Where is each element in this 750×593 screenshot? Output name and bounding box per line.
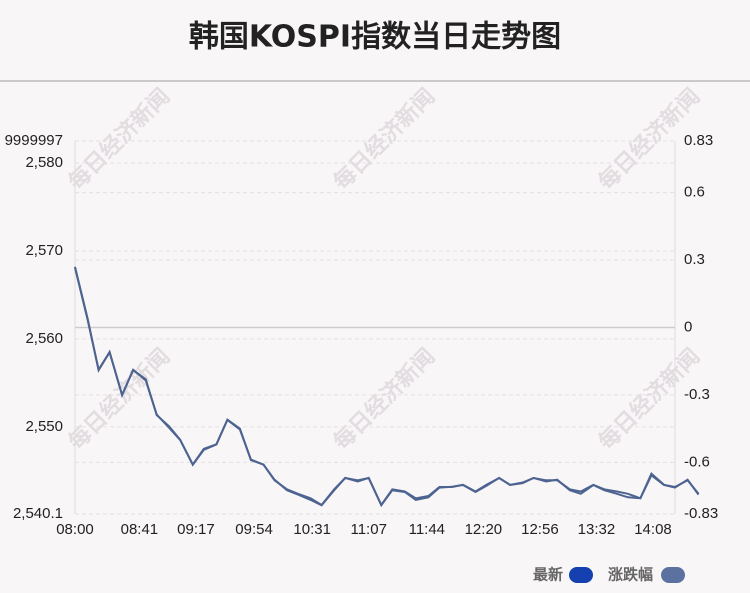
- x-tick-label: 09:17: [177, 521, 215, 538]
- legend-swatch: [661, 567, 685, 583]
- legend-label: 涨跌幅: [608, 566, 653, 584]
- chart-title: 韩国KOSPI指数当日走势图: [189, 20, 561, 55]
- y2-tick-label: 0.83: [684, 132, 713, 149]
- y2-tick-label: 0.6: [684, 184, 705, 201]
- y2-tick-label: -0.83: [684, 505, 718, 522]
- x-tick-label: 12:20: [465, 521, 503, 538]
- x-tick-label: 11:07: [350, 521, 386, 538]
- watermark: 每日经济新闻: [328, 343, 440, 455]
- x-tick-label: 12:56: [521, 521, 559, 538]
- x-tick-label: 09:54: [235, 521, 273, 538]
- legend-label: 最新: [533, 566, 563, 584]
- y-tick-label: 2,570: [25, 242, 63, 259]
- x-tick-label: 14:08: [634, 521, 672, 538]
- y-tick-label: 2,560: [25, 330, 63, 347]
- y-tick-label: 9999997: [5, 132, 63, 149]
- y-tick-label: 2,540.1: [13, 505, 63, 522]
- x-tick-label: 10:31: [293, 521, 331, 538]
- watermark: 每日经济新闻: [328, 83, 440, 195]
- line-series: [74, 266, 700, 507]
- legend-swatch: [569, 567, 593, 583]
- x-tick-label: 08:41: [121, 521, 159, 538]
- y-tick-label: 2,550: [25, 418, 63, 435]
- x-tick-label: 08:00: [56, 521, 94, 538]
- x-tick-label: 13:32: [578, 521, 616, 538]
- y-tick-label: 2,580: [25, 154, 63, 171]
- y2-tick-label: 0: [684, 318, 692, 335]
- x-tick-label: 11:44: [409, 521, 445, 538]
- y2-tick-label: -0.6: [684, 453, 710, 470]
- y2-tick-label: 0.3: [684, 251, 705, 268]
- watermark: 每日经济新闻: [63, 83, 175, 195]
- y2-tick-label: -0.3: [684, 386, 710, 403]
- watermark: 每日经济新闻: [63, 343, 175, 455]
